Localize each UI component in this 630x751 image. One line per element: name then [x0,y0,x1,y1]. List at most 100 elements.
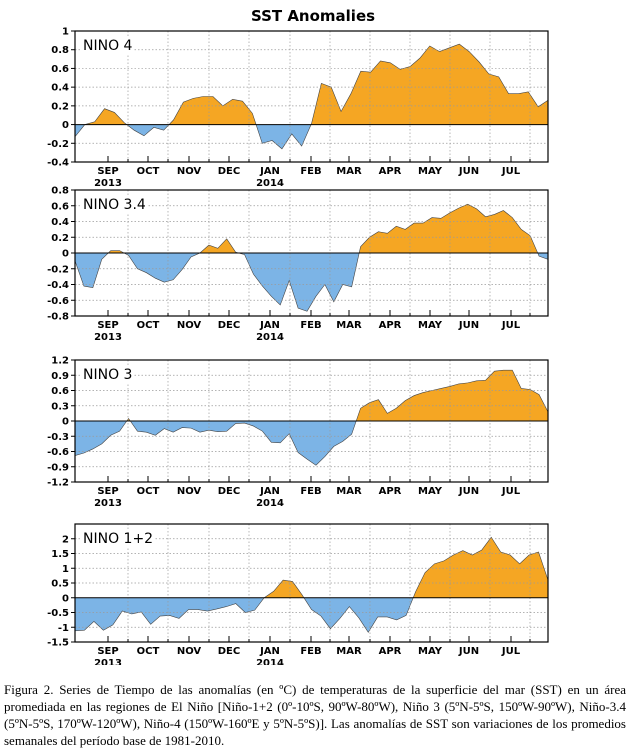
panel-0: 1 0.8 0.6 0.4 0.2 0 -0.2 -0.4 SEP OCT NOV DEC JAN FEB… [47,27,549,189]
y-tick-label: 0.8 [51,45,69,56]
x-tick-label: DEC [218,486,240,497]
positive-anomaly-area [75,44,548,125]
x-tick-label: APR [379,486,402,497]
y-tick-label: 0.3 [51,401,69,412]
x-year-label: 2013 [94,178,122,189]
x-tick-label: NOV [177,320,202,331]
x-tick-label: JAN [259,166,280,177]
x-tick-label: DEC [218,646,240,657]
y-tick-label: 0 [62,417,69,428]
sst-anomalies-figure: SST Anomalies 1 0.8 0.6 0.4 0.2 0 -0.2 -0.4 SEP O… [47,7,549,665]
x-year-label: 2014 [256,498,284,509]
x-tick-label: APR [379,320,402,331]
panel-title: NINO 1+2 [83,531,153,547]
x-tick-label: MAR [336,646,362,657]
x-tick-label: JAN [259,646,280,657]
x-tick-label: JUL [501,320,521,331]
x-tick-label: APR [379,646,402,657]
y-tick-label: -0.6 [47,296,69,307]
anomaly-line [75,536,548,633]
anomaly-line [75,369,548,466]
x-tick-label: DEC [218,320,240,331]
x-tick-label: NOV [177,486,202,497]
x-year-label: 2014 [256,178,284,189]
x-tick-label: SEP [97,320,118,331]
panel-title-background [81,37,135,55]
x-tick-label: OCT [137,646,160,657]
x-tick-label: MAY [418,320,443,331]
anomaly-line [75,203,548,312]
y-tick-label: -1.2 [47,478,69,489]
y-tick-label: 0.2 [51,233,69,244]
panel-title-background [81,196,148,214]
y-tick-label: 0 [62,120,69,131]
y-tick-label: -0.3 [47,432,69,443]
y-tick-label: 2 [62,534,69,545]
grid [75,31,548,162]
x-tick-label: JUN [458,646,479,657]
x-tick-label: DEC [218,166,240,177]
x-tick-label: JUL [501,646,521,657]
x-year-label: 2013 [94,658,122,665]
y-tick-label: 1 [62,564,69,575]
x-tick-label: MAY [418,486,443,497]
x-year-label: 2014 [256,658,284,665]
x-tick-label: MAR [336,166,362,177]
positive-anomaly-area [75,370,548,421]
panel-3: 2 1.5 1 0.5 0 -0.5 -1 -1.5 SEP OCT NOV DEC JAN FEB MAR… [47,523,549,665]
x-tick-label: SEP [97,486,118,497]
y-tick-label: -0.4 [47,280,69,291]
x-tick-label: OCT [137,486,160,497]
y-tick-label: -0.2 [47,139,69,150]
panel-title: NINO 3 [83,367,132,383]
x-tick-label: JUL [501,486,521,497]
x-tick-label: MAR [336,486,362,497]
x-tick-label: JUN [458,166,479,177]
area-fill [75,369,548,466]
figure-caption: Figura 2. Series de Tiempo de las anomal… [4,682,626,748]
panel-title-background [81,530,156,548]
y-tick-label: -1 [58,623,69,634]
positive-anomaly-area [75,537,548,598]
area-fill [75,203,548,312]
y-tick-label: 0.4 [51,83,69,94]
x-tick-label: JAN [259,320,280,331]
panels: 1 0.8 0.6 0.4 0.2 0 -0.2 -0.4 SEP OCT NOV DEC JAN FEB… [47,27,549,665]
y-tick-label: 0.8 [51,186,69,197]
panel-title: NINO 4 [83,38,133,54]
negative-anomaly-area [75,421,548,466]
y-tick-label: -0.5 [47,608,69,619]
y-tick-label: -0.6 [47,447,69,458]
y-tick-label: 0 [62,593,69,604]
figure-title: SST Anomalies [251,7,375,25]
panel-title: NINO 3.4 [83,197,146,213]
x-tick-label: FEB [300,166,321,177]
x-year-label: 2013 [94,332,122,343]
x-tick-label: MAY [418,646,443,657]
y-tick-label: -0.4 [47,158,69,169]
x-tick-label: NOV [177,646,202,657]
panel-title-background [81,366,135,384]
x-year-label: 2013 [94,498,122,509]
y-tick-label: 0.6 [51,201,69,212]
panel-2: 1.2 0.9 0.6 0.3 0 -0.3 -0.6 -0.9 -1.2 SEP OCT NOV DE… [47,356,549,509]
x-tick-label: FEB [300,320,321,331]
x-tick-label: JUN [458,486,479,497]
y-tick-label: 0.6 [51,64,69,75]
grid [75,524,548,642]
y-tick-label: 0.5 [51,579,69,590]
y-tick-label: 0.6 [51,386,69,397]
x-tick-label: FEB [300,486,321,497]
y-tick-label: -0.8 [47,312,69,323]
area-fill [75,536,548,633]
area-fill [75,43,548,150]
negative-anomaly-area [75,124,312,149]
y-tick-label: 0.2 [51,101,69,112]
negative-anomaly-area [75,597,548,633]
y-tick-label: 1.2 [51,356,69,367]
x-tick-label: MAY [418,166,443,177]
anomaly-line [75,43,548,150]
y-tick-label: -1.5 [47,638,69,649]
x-tick-label: SEP [97,166,118,177]
y-tick-label: 1.5 [51,549,69,560]
